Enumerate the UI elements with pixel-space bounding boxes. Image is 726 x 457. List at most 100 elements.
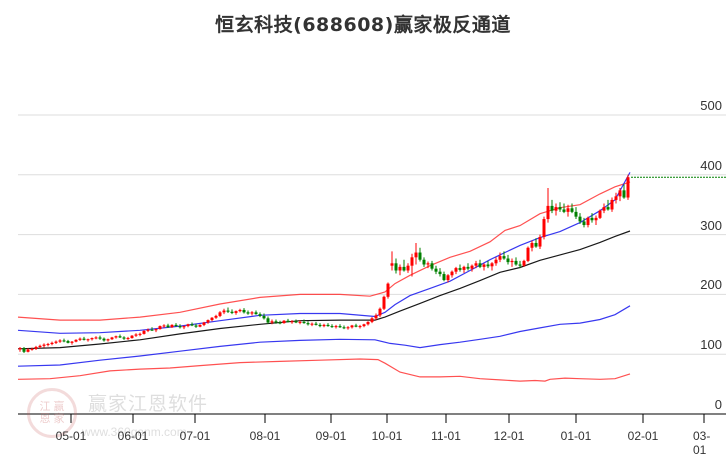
x-tick-label: 07-01 — [179, 429, 211, 443]
candle-body — [170, 324, 174, 328]
candle-body — [266, 318, 270, 323]
candle-body — [162, 325, 166, 327]
candle-body — [154, 329, 158, 331]
candle-body — [282, 320, 286, 324]
candle-body — [550, 205, 554, 211]
candle-body — [366, 321, 370, 325]
candle-body — [482, 264, 486, 267]
candle-body — [618, 190, 622, 197]
candlesticks — [18, 174, 630, 354]
candle-body — [386, 283, 390, 297]
candle-body — [30, 348, 34, 350]
seal-char: 赢 — [53, 401, 65, 413]
candle-body — [318, 324, 322, 327]
candle-body — [414, 252, 418, 258]
candle-body — [382, 296, 386, 309]
x-tick-label: 09-01 — [315, 429, 347, 443]
candle-body — [558, 207, 562, 210]
candle-body — [378, 308, 382, 316]
candle-body — [418, 252, 422, 260]
candle-body — [494, 259, 498, 264]
candle-body — [298, 321, 302, 323]
candle-body — [370, 318, 374, 322]
candle-body — [422, 259, 426, 265]
candle-body — [94, 337, 98, 339]
candle-body — [134, 334, 138, 336]
candle-body — [402, 266, 406, 271]
x-tick-label: 11-01 — [431, 429, 461, 443]
candle-body — [342, 327, 346, 329]
candle-body — [514, 260, 518, 265]
candle-body — [590, 217, 594, 221]
candle-body — [270, 321, 274, 323]
candle-body — [274, 321, 278, 323]
y-tick-label: 300 — [700, 217, 722, 233]
candle-body — [610, 199, 614, 210]
candle-body — [178, 326, 182, 328]
x-tick-label: 01-01 — [560, 429, 592, 443]
candle-body — [122, 337, 126, 339]
candle-body — [58, 340, 62, 342]
candle-body — [442, 274, 446, 281]
candle-body — [38, 345, 42, 348]
candle-body — [82, 338, 86, 340]
candle-body — [546, 205, 550, 220]
candle-body — [302, 321, 306, 324]
seal-char: 江 — [39, 401, 51, 413]
channel-line — [17, 230, 631, 350]
candle-body — [198, 324, 202, 327]
x-tick-label: 12-01 — [493, 429, 525, 443]
y-tick-label: 200 — [700, 277, 722, 293]
candle-body — [446, 275, 450, 281]
candle-body — [486, 264, 490, 267]
candle-body — [470, 265, 474, 269]
candle-body — [518, 264, 522, 266]
y-tick-label: 400 — [700, 157, 722, 173]
candle-body — [66, 341, 70, 343]
seal-char: 家 — [53, 413, 65, 425]
candle-body — [330, 326, 334, 328]
candle-body — [258, 314, 262, 316]
x-tick-label: 08-01 — [249, 429, 281, 443]
candle-body — [594, 217, 598, 221]
candle-body — [530, 242, 534, 248]
candle-body — [410, 257, 414, 266]
candle-body — [146, 329, 150, 331]
candle-body — [250, 312, 254, 314]
candle-body — [126, 338, 130, 340]
candle-body — [522, 260, 526, 266]
candle-body — [438, 271, 442, 275]
candle-body — [166, 325, 170, 328]
seal-char: 恩 — [39, 413, 51, 425]
candle-body — [18, 348, 22, 350]
candle-body — [346, 327, 350, 329]
candle-body — [130, 335, 134, 339]
candle-body — [466, 266, 470, 269]
candle-body — [138, 333, 142, 335]
candle-body — [210, 317, 214, 321]
watermark-text: 赢家江恩软件 — [88, 393, 209, 415]
candle-body — [106, 339, 110, 341]
candle-body — [310, 323, 314, 325]
candle-body — [406, 265, 410, 271]
channel-line — [17, 305, 631, 367]
candle-body — [46, 344, 50, 346]
candle-body — [570, 208, 574, 212]
gridlines — [18, 114, 726, 355]
candle-body — [566, 208, 570, 212]
channel-line — [17, 172, 631, 334]
candle-body — [334, 326, 338, 328]
channel-lines — [17, 172, 631, 382]
candle-body — [70, 341, 74, 343]
candle-body — [622, 190, 626, 198]
candle-body — [498, 256, 502, 260]
candle-body — [454, 268, 458, 272]
candle-body — [294, 321, 298, 323]
candle-body — [626, 177, 630, 198]
candle-body — [554, 207, 558, 211]
candle-body — [374, 315, 378, 319]
candle-body — [202, 322, 206, 325]
candle-body — [74, 339, 78, 342]
y-tick-label: 0 — [714, 397, 722, 412]
candle-body — [350, 325, 354, 328]
